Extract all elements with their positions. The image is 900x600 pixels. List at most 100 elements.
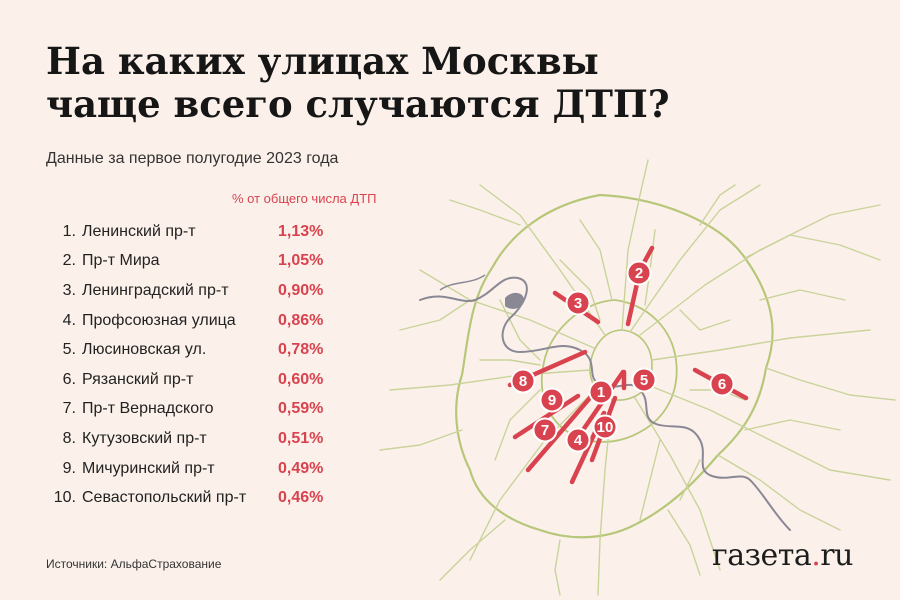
street-row: 7. Пр-т Вернадского 0,59%	[46, 395, 324, 425]
badge-circle	[626, 260, 652, 286]
street-name: Пр-т Мира	[82, 252, 160, 270]
radial-road	[639, 204, 881, 336]
street-rank: 4.	[62, 311, 76, 329]
logo-main: газета	[712, 538, 812, 573]
badge-number: 1	[597, 384, 605, 401]
badge-number: 4	[574, 432, 583, 449]
outer-road	[699, 184, 736, 226]
street-name: Рязанский пр-т	[82, 370, 194, 388]
accident-street-line	[512, 393, 581, 440]
inner-street	[579, 219, 613, 301]
logo-dot: .	[811, 538, 821, 573]
street-rank: 8.	[62, 429, 76, 447]
street-share: 0,49%	[278, 459, 324, 477]
radial-road	[629, 184, 761, 333]
outer-road	[554, 539, 561, 596]
title-line-2: чаще всего случаются ДТП?	[46, 82, 670, 126]
inner-street	[499, 299, 541, 361]
street-badge: 3	[565, 290, 591, 316]
radial-road	[469, 389, 596, 561]
street-badge: 5	[631, 367, 657, 393]
street-rank: 7.	[62, 400, 76, 418]
accident-streets	[507, 245, 749, 485]
street-share: 0,86%	[278, 311, 324, 329]
badge-number: 5	[640, 372, 648, 389]
street-row: 9. Мичуринский пр-т 0,49%	[46, 454, 324, 484]
badge-number: 6	[718, 376, 726, 393]
outer-road	[449, 199, 521, 226]
street-badge: 1	[588, 379, 614, 405]
radial-road	[621, 159, 649, 331]
street-share: 0,78%	[278, 341, 324, 359]
street-rank: 3.	[62, 281, 76, 299]
street-rank: 5.	[62, 341, 76, 359]
badge-circle	[510, 368, 536, 394]
street-row: 3. Ленинградский пр-т 0,90%	[46, 276, 324, 306]
badge-number: 7	[541, 422, 549, 439]
street-rank: 2.	[62, 252, 76, 270]
radial-road	[419, 269, 595, 349]
street-name: Ленинский пр-т	[82, 222, 196, 240]
source-note: Источники: АльфаСтрахование	[46, 557, 222, 571]
river-tributary	[439, 274, 486, 291]
street-rank: 1.	[62, 222, 76, 240]
street-share: 0,51%	[278, 429, 324, 447]
street-row: 2. Пр-т Мира 1,05%	[46, 247, 324, 277]
title-line-1: На каких улицах Москвы	[46, 39, 599, 83]
outer-road	[379, 429, 463, 451]
street-badge: 6	[709, 371, 735, 397]
street-badge: 4	[565, 427, 591, 453]
badge-number: 2	[635, 265, 643, 282]
inner-street	[494, 389, 541, 461]
street-rank: 6.	[62, 370, 76, 388]
badge-number: 10	[597, 419, 614, 436]
outer-road	[667, 509, 701, 576]
badge-number: 3	[574, 295, 582, 312]
outer-road	[765, 367, 896, 401]
inner-street	[679, 459, 701, 501]
street-badge: 7	[532, 417, 558, 443]
street-name: Ленинградский пр-т	[82, 281, 229, 299]
badge-circle	[631, 367, 657, 393]
outer-road	[744, 419, 841, 431]
street-name: Севастопольский пр-т	[82, 489, 247, 507]
street-share: 0,90%	[278, 281, 324, 299]
street-ranking-list: 1. Ленинский пр-т 1,13% 2. Пр-т Мира 1,05% 3. Л…	[46, 217, 324, 513]
radial-road	[647, 384, 891, 481]
street-badge: 2	[626, 260, 652, 286]
garden-ring	[589, 329, 653, 401]
unit-note: % от общего числа ДТП	[232, 191, 377, 206]
street-badges: 1 2 3 4 5 6 7 8 9 10	[510, 260, 735, 453]
street-rank: 10.	[53, 489, 76, 507]
street-name: Кутузовский пр-т	[82, 429, 207, 447]
street-share: 0,46%	[278, 489, 324, 507]
street-share: 1,13%	[278, 222, 324, 240]
street-name: Пр-т Вернадского	[82, 400, 214, 418]
street-badge: 9	[539, 387, 565, 413]
radial-road	[389, 369, 591, 391]
outer-road	[744, 234, 881, 261]
subtitle: Данные за первое полугодие 2023 года	[46, 150, 339, 167]
radial-road	[651, 329, 871, 361]
outer-road	[399, 299, 471, 331]
badge-circle	[588, 379, 614, 405]
gazeta-logo: газета.ru	[712, 538, 853, 573]
badge-circle	[565, 427, 591, 453]
street-row: 8. Кутузовский пр-т 0,51%	[46, 424, 324, 454]
street-share: 1,05%	[278, 252, 324, 270]
street-share: 0,60%	[278, 370, 324, 388]
inner-street	[679, 309, 731, 331]
reservoir	[505, 292, 524, 309]
street-name: Мичуринский пр-т	[82, 459, 215, 477]
outer-road	[717, 454, 841, 531]
outer-road	[439, 519, 506, 581]
page-title: На каких улицах Москвы чаще всего случаю…	[46, 40, 686, 126]
badge-circle	[709, 371, 735, 397]
accident-street-line	[525, 389, 598, 473]
street-rank: 9.	[62, 459, 76, 477]
street-row: 10. Севастопольский пр-т 0,46%	[46, 483, 324, 513]
logo-suffix: ru	[820, 538, 853, 573]
inner-street	[639, 439, 661, 521]
badge-circle	[565, 290, 591, 316]
